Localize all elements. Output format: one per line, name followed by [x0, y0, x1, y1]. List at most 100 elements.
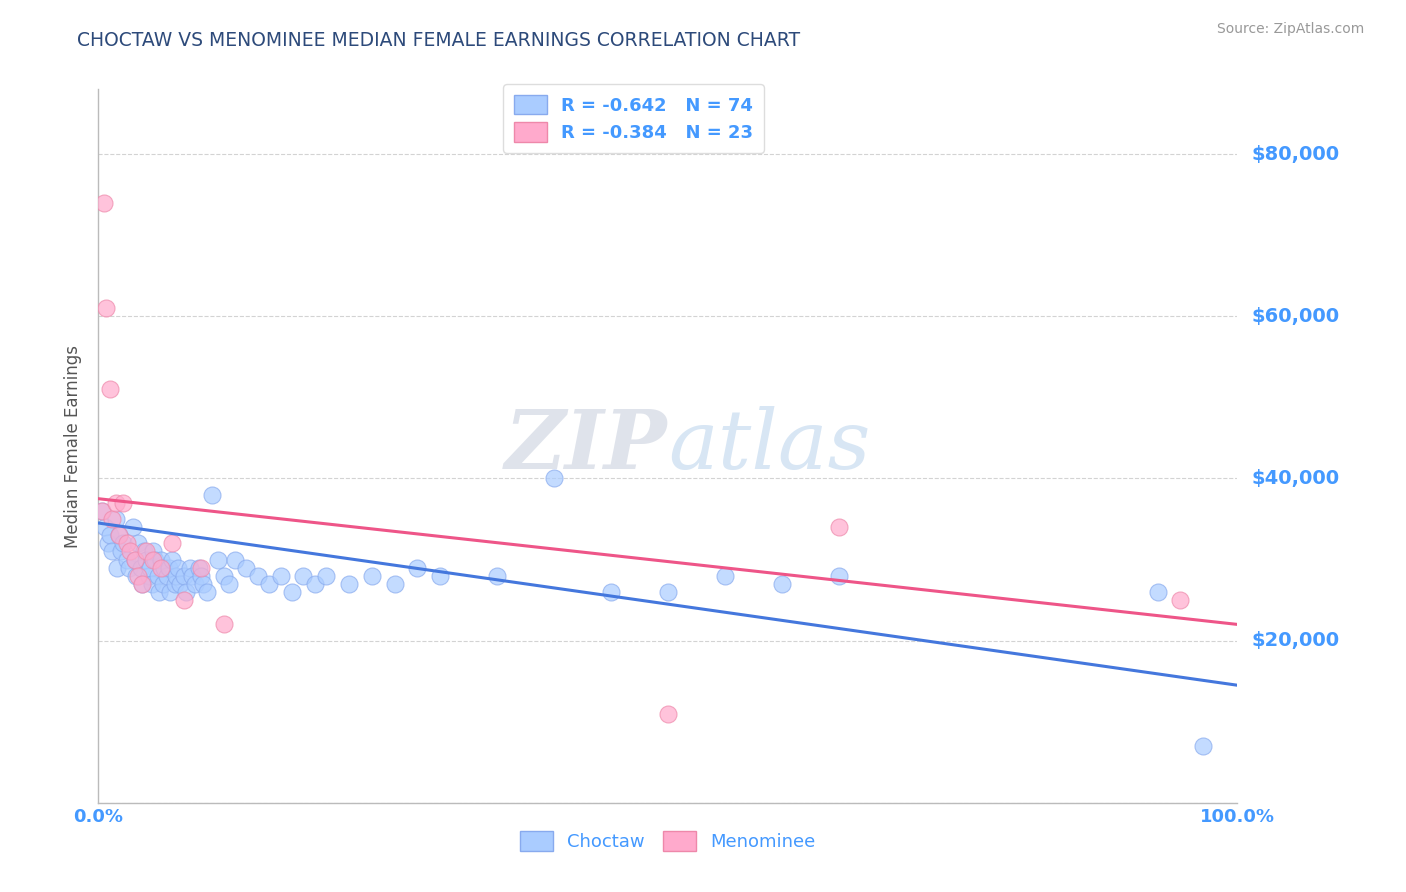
Point — [179, 560, 201, 574]
Point — [157, 560, 180, 574]
Point — [195, 585, 218, 599]
Legend: Choctaw, Menominee: Choctaw, Menominee — [513, 823, 823, 858]
Point — [224, 552, 246, 566]
Text: atlas: atlas — [668, 406, 870, 486]
Text: CHOCTAW VS MENOMINEE MEDIAN FEMALE EARNINGS CORRELATION CHART: CHOCTAW VS MENOMINEE MEDIAN FEMALE EARNI… — [77, 31, 800, 50]
Point — [193, 577, 215, 591]
Point — [96, 301, 118, 315]
Point — [360, 568, 382, 582]
Point — [131, 577, 153, 591]
Point — [190, 560, 212, 574]
Point — [115, 552, 138, 566]
Point — [115, 536, 138, 550]
Point — [131, 577, 153, 591]
Point — [167, 560, 190, 574]
Point — [112, 536, 135, 550]
Point — [174, 585, 197, 599]
Point — [145, 552, 167, 566]
Point — [110, 544, 132, 558]
Point — [1192, 739, 1215, 753]
Point — [169, 577, 191, 591]
Point — [105, 560, 128, 574]
Text: $80,000: $80,000 — [1251, 145, 1340, 163]
Point — [212, 617, 235, 632]
Point — [104, 496, 127, 510]
Text: Source: ZipAtlas.com: Source: ZipAtlas.com — [1216, 22, 1364, 37]
Point — [162, 552, 184, 566]
Point — [207, 552, 229, 566]
Point — [90, 504, 112, 518]
Point — [180, 568, 202, 582]
Point — [1146, 585, 1168, 599]
Point — [93, 195, 115, 210]
Point — [121, 520, 143, 534]
Point — [828, 568, 851, 582]
Point — [127, 568, 149, 582]
Point — [190, 568, 212, 582]
Point — [770, 577, 793, 591]
Point — [142, 552, 165, 566]
Point — [141, 577, 163, 591]
Point — [148, 585, 170, 599]
Point — [153, 560, 176, 574]
Point — [163, 577, 186, 591]
Point — [112, 496, 135, 510]
Point — [90, 504, 112, 518]
Text: $40,000: $40,000 — [1251, 469, 1340, 488]
Point — [129, 560, 152, 574]
Point — [315, 568, 337, 582]
Point — [132, 544, 155, 558]
Point — [101, 512, 124, 526]
Point — [135, 552, 157, 566]
Y-axis label: Median Female Earnings: Median Female Earnings — [65, 344, 83, 548]
Point — [173, 568, 195, 582]
Text: ZIP: ZIP — [505, 406, 668, 486]
Point — [201, 488, 224, 502]
Point — [246, 568, 269, 582]
Point — [429, 568, 451, 582]
Point — [486, 568, 509, 582]
Point — [127, 536, 149, 550]
Point — [337, 577, 360, 591]
Point — [235, 560, 257, 574]
Point — [138, 568, 160, 582]
Point — [212, 568, 235, 582]
Point — [135, 544, 157, 558]
Text: $20,000: $20,000 — [1251, 632, 1340, 650]
Point — [543, 471, 565, 485]
Point — [292, 568, 315, 582]
Point — [218, 577, 240, 591]
Point — [124, 552, 146, 566]
Point — [124, 552, 146, 566]
Point — [184, 577, 207, 591]
Point — [96, 536, 118, 550]
Point — [118, 560, 141, 574]
Point — [150, 560, 173, 574]
Point — [146, 568, 169, 582]
Point — [828, 520, 851, 534]
Point — [98, 382, 121, 396]
Point — [259, 577, 281, 591]
Point — [270, 568, 292, 582]
Point — [142, 544, 165, 558]
Point — [173, 593, 195, 607]
Point — [159, 585, 181, 599]
Point — [162, 536, 184, 550]
Point — [101, 544, 124, 558]
Point — [165, 568, 187, 582]
Point — [304, 577, 326, 591]
Point — [104, 512, 127, 526]
Point — [150, 552, 173, 566]
Point — [98, 528, 121, 542]
Point — [108, 528, 131, 542]
Point — [138, 560, 160, 574]
Point — [94, 520, 117, 534]
Point — [125, 568, 148, 582]
Point — [120, 544, 142, 558]
Point — [152, 577, 174, 591]
Point — [281, 585, 304, 599]
Point — [406, 560, 429, 574]
Point — [156, 568, 179, 582]
Point — [187, 560, 209, 574]
Point — [600, 585, 623, 599]
